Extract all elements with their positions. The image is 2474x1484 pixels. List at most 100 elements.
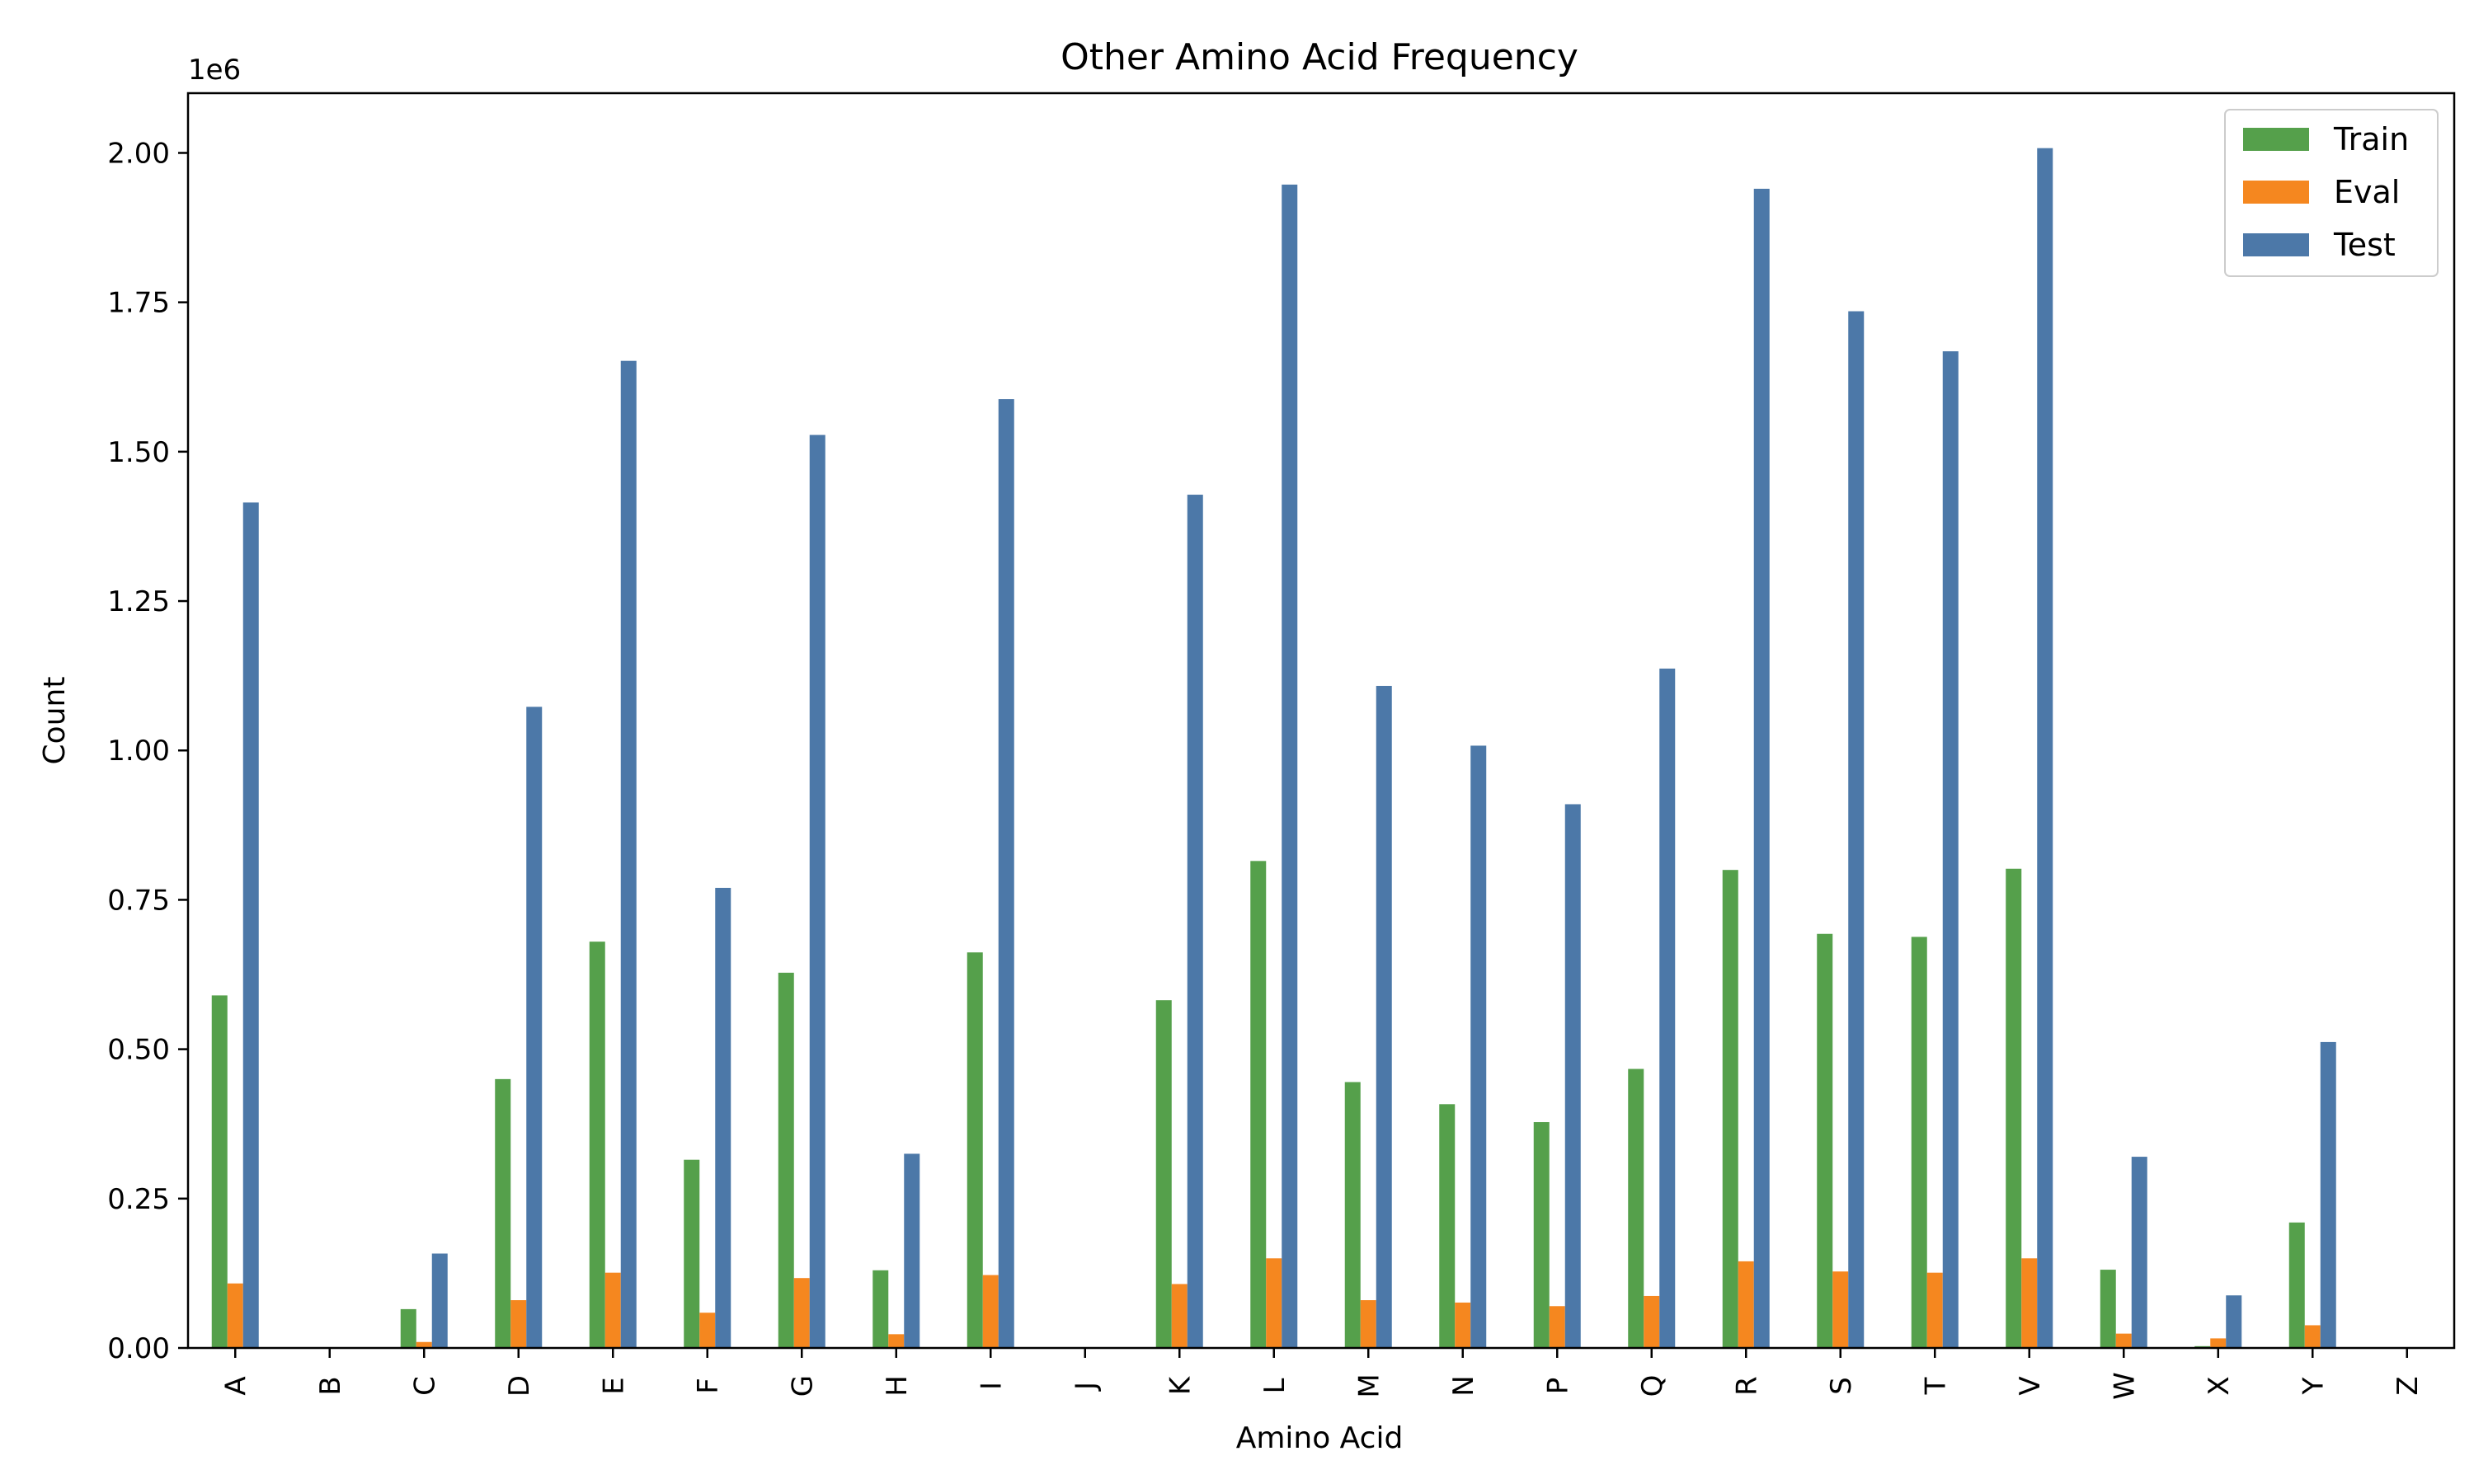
bar-test-L: [1282, 184, 1298, 1348]
y-tick-label: 0.75: [107, 884, 170, 917]
bar-test-S: [1848, 311, 1865, 1348]
bar-train-T: [1911, 937, 1927, 1348]
bar-test-T: [1942, 351, 1959, 1349]
x-tick-label: C: [408, 1376, 441, 1396]
x-tick-label: J: [1070, 1382, 1103, 1392]
bar-eval-D: [510, 1300, 527, 1348]
bar-eval-F: [699, 1313, 716, 1348]
bar-train-D: [495, 1078, 511, 1348]
x-axis-label: Amino Acid: [1236, 1421, 1404, 1455]
x-tick-label: G: [786, 1375, 819, 1397]
bar-eval-W: [2115, 1333, 2132, 1348]
bar-train-V: [2006, 868, 2022, 1348]
bar-train-H: [872, 1270, 889, 1348]
bar-train-G: [778, 972, 794, 1348]
bar-test-X: [2226, 1295, 2242, 1348]
bar-train-W: [2100, 1270, 2116, 1348]
bar-eval-R: [1738, 1261, 1754, 1348]
bar-test-R: [1753, 188, 1770, 1349]
x-tick-label: Q: [1636, 1375, 1669, 1397]
x-tick-label: Z: [2392, 1376, 2425, 1395]
bar-train-N: [1439, 1104, 1456, 1348]
bar-eval-E: [604, 1272, 621, 1348]
bar-eval-L: [1266, 1258, 1282, 1348]
x-tick-label: Y: [2297, 1377, 2330, 1395]
bar-test-M: [1376, 685, 1392, 1348]
x-tick-label: P: [1541, 1378, 1574, 1395]
bar-train-P: [1533, 1122, 1550, 1348]
x-tick-label: H: [881, 1375, 914, 1397]
y-tick-label: 1.25: [107, 585, 170, 618]
bar-train-E: [589, 942, 605, 1348]
bar-eval-G: [793, 1278, 810, 1348]
bar-test-C: [431, 1253, 448, 1348]
legend-swatch-test: [2243, 233, 2309, 256]
bar-test-N: [1470, 745, 1487, 1348]
bar-test-V: [2037, 148, 2053, 1349]
y-tick-label: 0.50: [107, 1034, 170, 1067]
legend-swatch-eval: [2243, 181, 2309, 204]
bar-eval-T: [1926, 1272, 1943, 1348]
y-tick-label: 1.50: [107, 436, 170, 469]
bar-train-I: [967, 952, 983, 1348]
legend-label-test: Test: [2333, 227, 2396, 263]
bar-eval-H: [888, 1334, 905, 1348]
bar-train-S: [1817, 933, 1833, 1348]
bar-eval-Y: [2304, 1325, 2321, 1348]
x-tick-label: E: [597, 1377, 630, 1394]
bar-test-G: [809, 434, 825, 1348]
bar-test-A: [242, 502, 259, 1349]
bar-test-E: [620, 360, 637, 1349]
y-axis-label: Count: [38, 677, 72, 765]
x-tick-label: T: [1919, 1377, 1952, 1395]
bar-train-K: [1155, 1000, 1172, 1348]
bar-test-F: [715, 887, 731, 1348]
x-tick-label: L: [1258, 1378, 1291, 1393]
y-tick-label: 0.00: [107, 1332, 170, 1365]
bar-test-I: [998, 399, 1014, 1349]
bar-test-W: [2131, 1157, 2147, 1348]
bars-group: [211, 148, 2336, 1349]
y-tick-label: 0.25: [107, 1183, 170, 1216]
x-tick-label: A: [219, 1376, 252, 1395]
x-tick-label: W: [2108, 1372, 2141, 1400]
x-tick-label: M: [1352, 1374, 1385, 1397]
y-axis-ticks: 0.00 0.25 0.50 0.75 1.00 1.25 1.50 1.75 2.00: [107, 137, 188, 1365]
bar-train-M: [1344, 1082, 1361, 1348]
bar-train-L: [1250, 861, 1267, 1348]
bar-test-D: [526, 707, 543, 1348]
y-offset-label: 1e6: [188, 54, 241, 87]
bar-test-Q: [1659, 668, 1676, 1348]
y-tick-label: 1.75: [107, 287, 170, 320]
bar-train-Q: [1628, 1068, 1644, 1348]
legend: Train Eval Test: [2224, 109, 2439, 277]
bar-eval-P: [1549, 1306, 1565, 1348]
bar-eval-I: [982, 1275, 999, 1348]
legend-label-eval: Eval: [2334, 174, 2400, 210]
x-tick-label: V: [2014, 1376, 2047, 1395]
bar-eval-N: [1455, 1302, 1471, 1348]
bar-eval-C: [416, 1341, 432, 1348]
bar-train-F: [684, 1159, 700, 1348]
bar-eval-V: [2021, 1258, 2038, 1348]
x-tick-label: S: [1825, 1377, 1858, 1395]
bar-test-P: [1564, 804, 1581, 1348]
y-tick-label: 1.00: [107, 735, 170, 768]
bar-eval-A: [227, 1283, 243, 1348]
x-tick-label: N: [1447, 1375, 1480, 1396]
plot-frame: [186, 92, 2456, 1350]
x-tick-label: R: [1730, 1376, 1763, 1396]
bar-train-C: [400, 1308, 416, 1348]
legend-swatch-train: [2243, 128, 2309, 151]
bar-eval-S: [1832, 1271, 1849, 1348]
x-tick-label: B: [314, 1376, 347, 1395]
bar-test-K: [1187, 495, 1203, 1348]
bar-eval-M: [1360, 1300, 1376, 1348]
y-tick-label: 2.00: [107, 137, 170, 170]
bar-train-Y: [2288, 1222, 2305, 1348]
bar-train-A: [211, 995, 228, 1348]
bar-eval-K: [1171, 1284, 1188, 1348]
x-tick-label: X: [2203, 1376, 2236, 1395]
